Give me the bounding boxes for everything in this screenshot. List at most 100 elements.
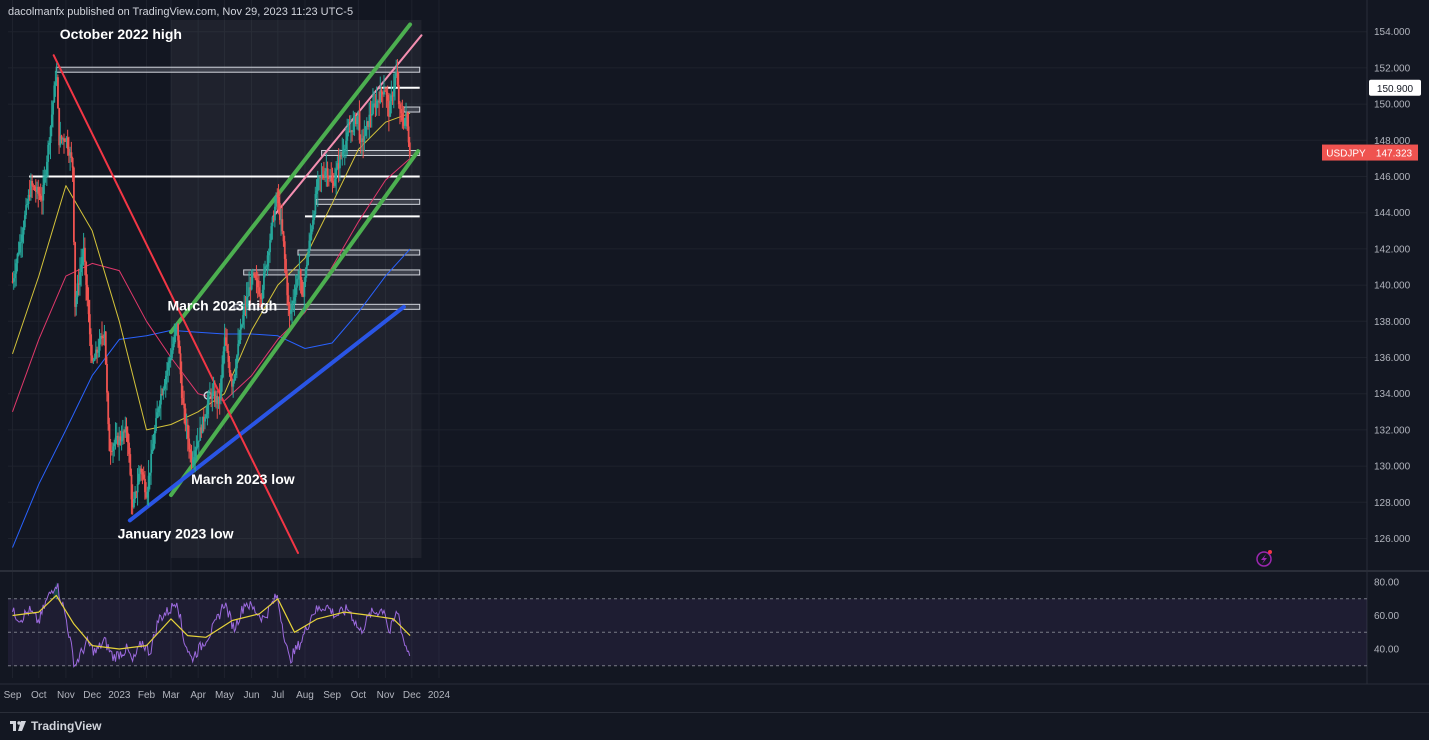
candle-body <box>135 491 138 493</box>
x-tick-label: Aug <box>296 690 314 701</box>
candle-body <box>19 242 21 253</box>
candle-body <box>359 140 362 142</box>
candle-body <box>118 436 121 446</box>
candle-body <box>255 278 258 281</box>
candle-body <box>28 194 31 197</box>
x-tick-label: Jul <box>271 690 284 701</box>
annotations: October 2022 high March 2023 high March 20… <box>60 26 295 542</box>
candle-body <box>350 130 352 133</box>
candle-body <box>204 418 206 422</box>
candle-body <box>140 468 143 473</box>
candle-body <box>276 195 279 198</box>
candle-body <box>269 240 271 253</box>
channel-upper <box>169 22 413 335</box>
candle-body <box>337 163 340 169</box>
candle-body <box>228 361 231 373</box>
rsi-overbought-fill <box>52 582 60 599</box>
candle-body <box>341 151 344 156</box>
candle-body <box>171 350 173 359</box>
candle-body <box>113 443 116 447</box>
candle-body <box>384 90 387 92</box>
candle-body <box>139 468 142 474</box>
candle-body <box>122 431 124 441</box>
candle-body <box>17 252 20 254</box>
candle-body <box>212 391 215 393</box>
candle-body <box>16 253 19 264</box>
candle-body <box>233 375 236 381</box>
marker-price-tag <box>1369 79 1421 96</box>
candle-body <box>304 268 307 282</box>
candle-body <box>216 395 219 404</box>
tradingview-logo[interactable]: TradingView <box>10 719 101 733</box>
candle-body <box>388 100 390 117</box>
candle-body <box>260 296 263 299</box>
candle-body <box>157 408 160 413</box>
candle-body <box>99 335 102 339</box>
candle-body <box>58 108 61 146</box>
candle-body <box>14 273 16 279</box>
candle-body <box>400 109 403 114</box>
candle-body <box>125 426 128 433</box>
y-tick-label: 126.000 <box>1374 534 1411 545</box>
candle-body <box>57 77 59 109</box>
candle-body <box>361 138 363 142</box>
candle-body <box>223 337 226 352</box>
candle-body <box>79 272 81 285</box>
candle-body <box>112 446 115 452</box>
candle-body <box>329 177 332 179</box>
candle-body <box>318 176 320 179</box>
candle-body <box>281 219 284 232</box>
candle-body <box>96 349 99 353</box>
candle-body <box>314 193 317 215</box>
candle-body <box>232 380 235 387</box>
candle-body <box>98 338 101 351</box>
candle-body <box>147 475 150 492</box>
candle-body <box>282 231 285 242</box>
candle-body <box>375 101 378 109</box>
x-tick-label: May <box>215 690 234 701</box>
candle-body <box>188 438 191 450</box>
x-tick-label: Jun <box>244 690 260 701</box>
candle-body <box>267 252 270 256</box>
y-tick-label: 128.000 <box>1374 498 1411 509</box>
candle-body <box>250 273 253 290</box>
candle-body <box>198 440 200 442</box>
candle-body <box>120 440 123 442</box>
x-tick-label: Sep <box>323 690 341 701</box>
candle-body <box>386 94 389 101</box>
candle-body <box>150 453 153 473</box>
candle-body <box>146 491 149 498</box>
candle-body <box>142 474 145 479</box>
candle-body <box>93 358 96 361</box>
candle-body <box>11 281 14 283</box>
candle-body <box>144 478 146 493</box>
candle-body <box>377 100 379 102</box>
marker-price-text: 150.900 <box>1377 84 1414 95</box>
candle-body <box>101 335 103 338</box>
candle-body <box>107 392 110 425</box>
footer: TradingView <box>0 712 1429 740</box>
x-tick-label: Nov <box>377 690 395 701</box>
candle-body <box>102 337 105 339</box>
candle-body <box>278 203 281 221</box>
candle-body <box>50 114 53 127</box>
candle-body <box>222 351 225 365</box>
candle-body <box>33 186 36 191</box>
candle-body <box>136 484 139 493</box>
candle-body <box>168 360 171 363</box>
candle-body <box>129 454 132 475</box>
candle-body <box>72 167 75 243</box>
y-tick-label: 132.000 <box>1374 425 1411 436</box>
candle-body <box>248 287 251 297</box>
candle-body <box>292 300 295 304</box>
candle-body <box>401 113 404 121</box>
candle-body <box>299 269 302 280</box>
x-tick-label: Oct <box>31 690 47 701</box>
chart-canvas[interactable]: October 2022 high March 2023 high March 20… <box>0 0 1429 712</box>
candle-body <box>368 114 371 127</box>
candle-body <box>80 264 83 273</box>
candle-body <box>335 169 338 179</box>
x-tick-label: Apr <box>190 690 206 701</box>
candle-body <box>357 111 360 117</box>
candle-body <box>66 137 69 150</box>
